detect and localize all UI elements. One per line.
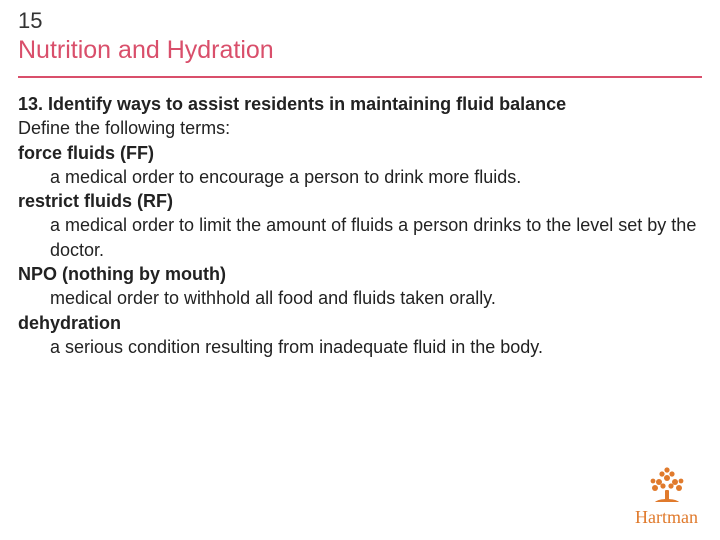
chapter-title: Nutrition and Hydration bbox=[18, 36, 274, 65]
term-block: force fluids (FF) a medical order to enc… bbox=[18, 141, 702, 190]
body-content: 13. Identify ways to assist residents in… bbox=[18, 92, 702, 359]
term-definition: a serious condition resulting from inade… bbox=[50, 335, 702, 359]
term-label: force fluids (FF) bbox=[18, 141, 702, 165]
term-block: NPO (nothing by mouth) medical order to … bbox=[18, 262, 702, 311]
slide: 15 Nutrition and Hydration 13. Identify … bbox=[0, 0, 720, 540]
term-definition: a medical order to limit the amount of f… bbox=[50, 213, 702, 262]
tree-icon bbox=[645, 464, 689, 504]
section-heading: 13. Identify ways to assist residents in… bbox=[18, 92, 702, 116]
intro-line: Define the following terms: bbox=[18, 116, 702, 140]
publisher-name: Hartman bbox=[635, 507, 698, 528]
term-definition: medical order to withhold all food and f… bbox=[50, 286, 702, 310]
term-definition: a medical order to encourage a person to… bbox=[50, 165, 702, 189]
publisher-logo: Hartman bbox=[635, 464, 698, 528]
term-label: dehydration bbox=[18, 311, 702, 335]
term-block: dehydration a serious condition resultin… bbox=[18, 311, 702, 360]
divider bbox=[18, 76, 702, 78]
term-label: NPO (nothing by mouth) bbox=[18, 262, 702, 286]
chapter-number: 15 bbox=[18, 8, 42, 34]
term-block: restrict fluids (RF) a medical order to … bbox=[18, 189, 702, 262]
term-label: restrict fluids (RF) bbox=[18, 189, 702, 213]
